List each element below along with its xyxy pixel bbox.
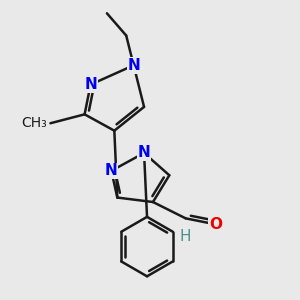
- Text: CH₃: CH₃: [22, 116, 47, 130]
- Text: N: N: [84, 77, 97, 92]
- Text: N: N: [105, 163, 118, 178]
- Text: N: N: [138, 146, 150, 160]
- Text: H: H: [179, 229, 191, 244]
- Text: O: O: [209, 217, 222, 232]
- Text: N: N: [127, 58, 140, 73]
